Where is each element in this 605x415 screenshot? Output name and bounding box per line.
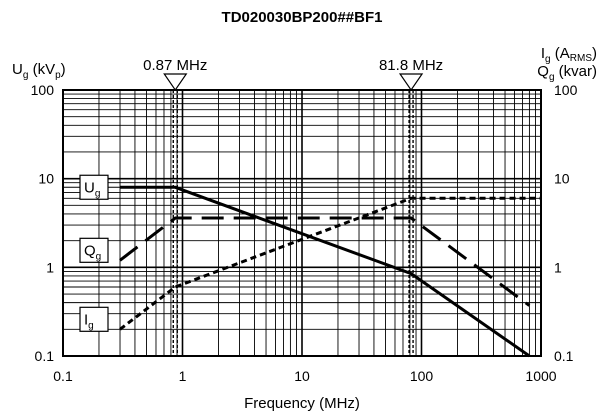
x-tick-label: 1 bbox=[179, 368, 187, 384]
series-label-box bbox=[79, 174, 109, 200]
left-axis-label-sub: g bbox=[23, 70, 29, 81]
y-tick-label-left: 100 bbox=[31, 82, 55, 98]
right-axis-label-power: Qg (kvar) bbox=[537, 63, 597, 83]
left-axis-label: Ug (kVp) bbox=[12, 61, 66, 81]
right-axis-label1-mid: (A bbox=[551, 45, 570, 62]
x-tick-label: 1000 bbox=[525, 368, 556, 384]
series-line-ug bbox=[120, 185, 531, 358]
y-tick-label-left: 10 bbox=[38, 171, 54, 187]
marker-label: 81.8 MHz bbox=[379, 57, 443, 74]
right-axis-label2-mid: (kvar) bbox=[555, 63, 598, 80]
marker-triangle bbox=[398, 73, 424, 92]
frequency-markers: 0.87 MHz 81.8 MHz bbox=[143, 57, 443, 356]
right-axis-label2-sub: g bbox=[549, 72, 555, 83]
left-axis-label-mid: (kV bbox=[28, 61, 55, 78]
series-label-text: Ig bbox=[84, 311, 94, 331]
series-label-ug: Ug bbox=[79, 174, 109, 200]
y-tick-label-right: 10 bbox=[554, 171, 570, 187]
y-tick-label-left: 0.1 bbox=[35, 348, 55, 364]
right-axis-label1-base: I bbox=[541, 45, 545, 62]
right-axis-label2-base: Q bbox=[537, 63, 549, 80]
grid bbox=[62, 90, 541, 357]
series-label-ig: Ig bbox=[79, 306, 109, 332]
series-label-text: Qg bbox=[84, 242, 101, 262]
x-tick-label: 100 bbox=[410, 368, 434, 384]
y-tick-label-right: 100 bbox=[554, 82, 578, 98]
x-axis-label: Frequency (MHz) bbox=[244, 395, 360, 412]
y-tick-label-left: 1 bbox=[46, 259, 54, 275]
plot-frame bbox=[62, 89, 542, 357]
left-axis-label-end: ) bbox=[61, 61, 66, 78]
x-tick-label: 10 bbox=[294, 368, 310, 384]
series-line-ig bbox=[119, 196, 541, 331]
y-tick-label-right: 1 bbox=[554, 259, 562, 275]
series-label-qg: Qg bbox=[79, 237, 109, 263]
marker-triangle bbox=[163, 73, 188, 92]
series-line-qg bbox=[119, 216, 531, 307]
series-lines bbox=[119, 185, 541, 358]
series-label-text: Ug bbox=[84, 179, 100, 199]
chart-title: TD020030BP200##BF1 bbox=[222, 9, 383, 26]
x-tick-label: 0.1 bbox=[53, 368, 73, 384]
y-tick-label-right: 0.1 bbox=[554, 348, 574, 364]
left-axis-label-base: U bbox=[12, 61, 23, 78]
right-axis-label1-sub: g bbox=[545, 54, 551, 65]
right-axis-label-current: Ig (ARMS) bbox=[541, 45, 597, 65]
tick-labels: 0.1 1 10 100 1000 0.1 0.1 1 1 10 10 100 100 bbox=[31, 82, 578, 384]
series-label-box bbox=[79, 237, 109, 263]
marker-label: 0.87 MHz bbox=[143, 57, 207, 74]
left-axis-label-sub2: p bbox=[55, 70, 61, 81]
right-axis-label1-end: ) bbox=[592, 45, 597, 62]
series-label-box bbox=[79, 306, 109, 332]
right-axis-label1-sub2: RMS bbox=[570, 53, 593, 64]
series-labels: Ug Qg Ig bbox=[79, 174, 109, 332]
